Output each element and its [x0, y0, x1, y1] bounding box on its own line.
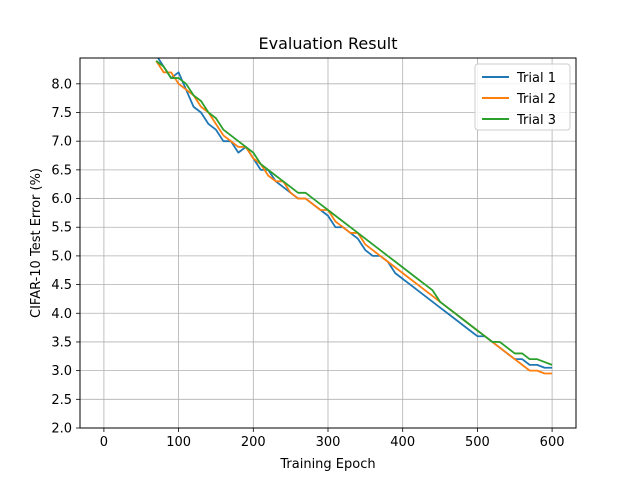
- y-tick-label: 6.5: [51, 163, 72, 178]
- series-group: [155, 58, 553, 375]
- y-tick-label: 4.0: [51, 307, 72, 322]
- y-tick-label: 4.5: [51, 278, 72, 293]
- x-axis-label: Training Epoch: [279, 457, 375, 472]
- y-tick-label: 5.5: [51, 221, 72, 236]
- legend-label: Trial 1: [516, 71, 556, 86]
- y-tick-label: 3.5: [51, 335, 72, 350]
- legend-label: Trial 2: [516, 92, 556, 107]
- y-tick-label: 8.0: [51, 77, 72, 92]
- x-tick-label: 0: [100, 435, 108, 450]
- series-line-trial-3: [155, 60, 553, 366]
- y-tick-label: 6.0: [51, 192, 72, 207]
- y-axis-ticks: 2.0 2.5 3.0 3.5 4.0 4.5 5.0 5.5 6.0 6.5 7.0 7.5 8.0: [51, 77, 80, 437]
- legend-box: [474, 63, 571, 131]
- y-tick-label: 7.5: [51, 106, 72, 121]
- chart-title: Evaluation Result: [259, 34, 398, 53]
- y-axis-label: CIFAR-10 Test Error (%): [29, 168, 44, 318]
- x-tick-label: 200: [241, 435, 266, 450]
- x-tick-label: 400: [390, 435, 415, 450]
- x-tick-label: 600: [540, 435, 565, 450]
- legend-label: Trial 3: [516, 113, 556, 128]
- x-tick-label: 300: [316, 435, 341, 450]
- y-tick-label: 2.0: [51, 422, 72, 437]
- legend: Trial 1 Trial 2 Trial 3: [474, 63, 571, 131]
- y-tick-label: 3.0: [51, 364, 72, 379]
- x-axis-ticks: 0 100 200 300 400 500 600: [100, 428, 565, 450]
- x-tick-label: 100: [166, 435, 191, 450]
- y-tick-label: 5.0: [51, 249, 72, 264]
- x-tick-label: 500: [465, 435, 490, 450]
- y-tick-label: 2.5: [51, 393, 72, 408]
- y-tick-label: 7.0: [51, 135, 72, 150]
